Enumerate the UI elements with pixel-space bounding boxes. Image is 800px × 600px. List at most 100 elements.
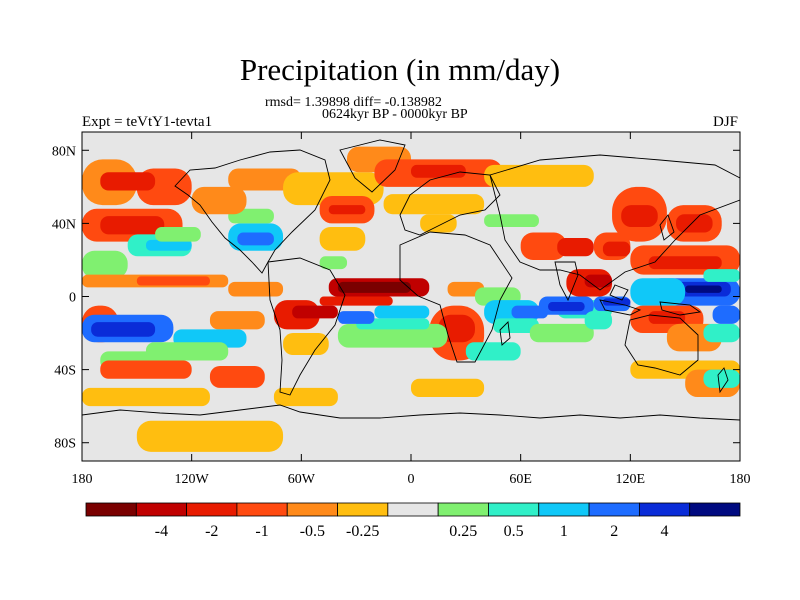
anomaly-region: [191, 186, 247, 215]
anomaly-region: [136, 420, 284, 452]
anomaly-region: [356, 318, 430, 330]
stats-line: rmsd= 1.39898 diff= -0.138982: [265, 95, 442, 110]
anomaly-region: [337, 311, 375, 324]
x-tick-label: 120W: [175, 472, 210, 487]
colorbar-label: -1: [255, 523, 268, 540]
y-axis: 80N 40N 0 40S 80S: [52, 144, 740, 452]
anomaly-region: [155, 227, 201, 242]
season-label: DJF: [712, 114, 738, 130]
x-tick-label: 180: [730, 472, 751, 487]
anomaly-region: [676, 214, 713, 233]
anomaly-region: [420, 214, 457, 233]
x-tick-label: 60W: [288, 472, 316, 487]
anomaly-region: [602, 298, 631, 306]
anomaly-region: [292, 305, 338, 319]
colorbar-swatch: [387, 502, 439, 517]
colorbar-swatch: [186, 502, 238, 517]
anomaly-region: [273, 387, 338, 407]
colorbar-swatch: [638, 502, 691, 517]
chart-title: Precipitation (in mm/day): [239, 52, 561, 87]
anomaly-region: [484, 164, 594, 187]
colorbar-swatch: [236, 502, 288, 517]
anomaly-region: [145, 239, 192, 251]
colorbar-label: -0.5: [300, 523, 325, 540]
anomaly-region: [703, 269, 740, 282]
y-tick-label: 40N: [52, 217, 76, 232]
colorbar-swatch: [437, 502, 489, 517]
y-tick-label: 80S: [54, 437, 76, 452]
colorbar: -4 -2 -1 -0.5 -0.25 0.25 0.5 1 2 4: [85, 502, 741, 540]
anomaly-region: [548, 301, 585, 312]
x-tick-label: 0: [408, 472, 415, 487]
anomaly-region: [630, 278, 686, 306]
colorbar-swatch: [588, 502, 640, 517]
colorbar-swatch: [689, 502, 741, 517]
anomaly-region: [209, 365, 265, 388]
colorbar-label: -0.25: [346, 523, 379, 540]
anomaly-region: [328, 205, 366, 215]
x-tick-label: 60E: [509, 472, 532, 487]
anomaly-region: [411, 378, 485, 398]
anomaly-region: [703, 323, 740, 343]
x-tick-label: 120E: [616, 472, 646, 487]
colorbar-label: -4: [155, 523, 168, 540]
anomaly-region: [712, 305, 740, 324]
anomaly-region: [648, 256, 722, 270]
anomaly-region: [493, 318, 539, 334]
anomaly-region: [602, 241, 631, 257]
anomaly-region: [91, 322, 156, 337]
anomaly-region: [337, 281, 411, 293]
anomaly-region: [100, 172, 156, 191]
colorbar-swatch: [488, 502, 540, 517]
anomaly-region: [136, 276, 210, 286]
y-tick-label: 40S: [54, 364, 76, 379]
coastlines: [82, 139, 740, 421]
anomaly-region: [283, 333, 329, 355]
anomaly-region: [511, 305, 549, 319]
anomaly-region: [100, 216, 165, 235]
experiment-label: Expt = teVtY1-tevta1: [82, 114, 213, 130]
anomaly-region: [383, 194, 485, 215]
anomaly-region: [82, 387, 210, 407]
anomaly-region: [484, 214, 539, 228]
x-tick-label: 180: [72, 472, 93, 487]
anomaly-region: [529, 323, 594, 343]
colorbar-label: 0.25: [449, 523, 477, 540]
period-subtitle: 0624kyr BP - 0000kyr BP: [322, 107, 468, 122]
colorbar-label: 1: [560, 523, 568, 540]
colorbar-label: 0.5: [504, 523, 524, 540]
anomaly-region: [557, 238, 594, 257]
anomaly-region: [584, 311, 613, 330]
anomaly-region: [447, 281, 485, 297]
anomaly-region: [621, 205, 658, 228]
colorbar-swatch: [337, 502, 389, 517]
anomaly-region: [319, 227, 366, 251]
anomaly-region: [237, 232, 274, 246]
anomaly-region: [82, 250, 128, 279]
x-axis: 180 120W 60W 0 60E 120E 180: [72, 132, 751, 487]
colorbar-label: 2: [610, 523, 618, 540]
anomaly-region: [209, 311, 265, 330]
anomaly-region: [228, 168, 302, 191]
anomaly-region: [520, 232, 567, 260]
anomaly-region: [703, 369, 740, 388]
anomaly-region: [584, 274, 613, 288]
colorbar-swatch: [538, 502, 590, 517]
colorbar-swatch: [286, 502, 338, 517]
anomaly-region: [411, 164, 466, 178]
anomaly-region: [685, 285, 722, 293]
anomaly-region: [228, 281, 284, 297]
y-tick-label: 80N: [52, 144, 76, 159]
anomaly-region: [465, 342, 521, 361]
colorbar-label: 4: [661, 523, 669, 540]
anomaly-region: [319, 296, 393, 306]
colorbar-label: -2: [205, 523, 218, 540]
anomaly-region: [374, 305, 430, 319]
anomaly-region: [319, 256, 348, 270]
colorbar-swatch: [85, 502, 137, 517]
colorbar-swatch: [135, 502, 188, 517]
y-tick-label: 0: [69, 291, 76, 306]
anomaly-region: [337, 323, 448, 348]
anomaly-region: [100, 360, 192, 379]
